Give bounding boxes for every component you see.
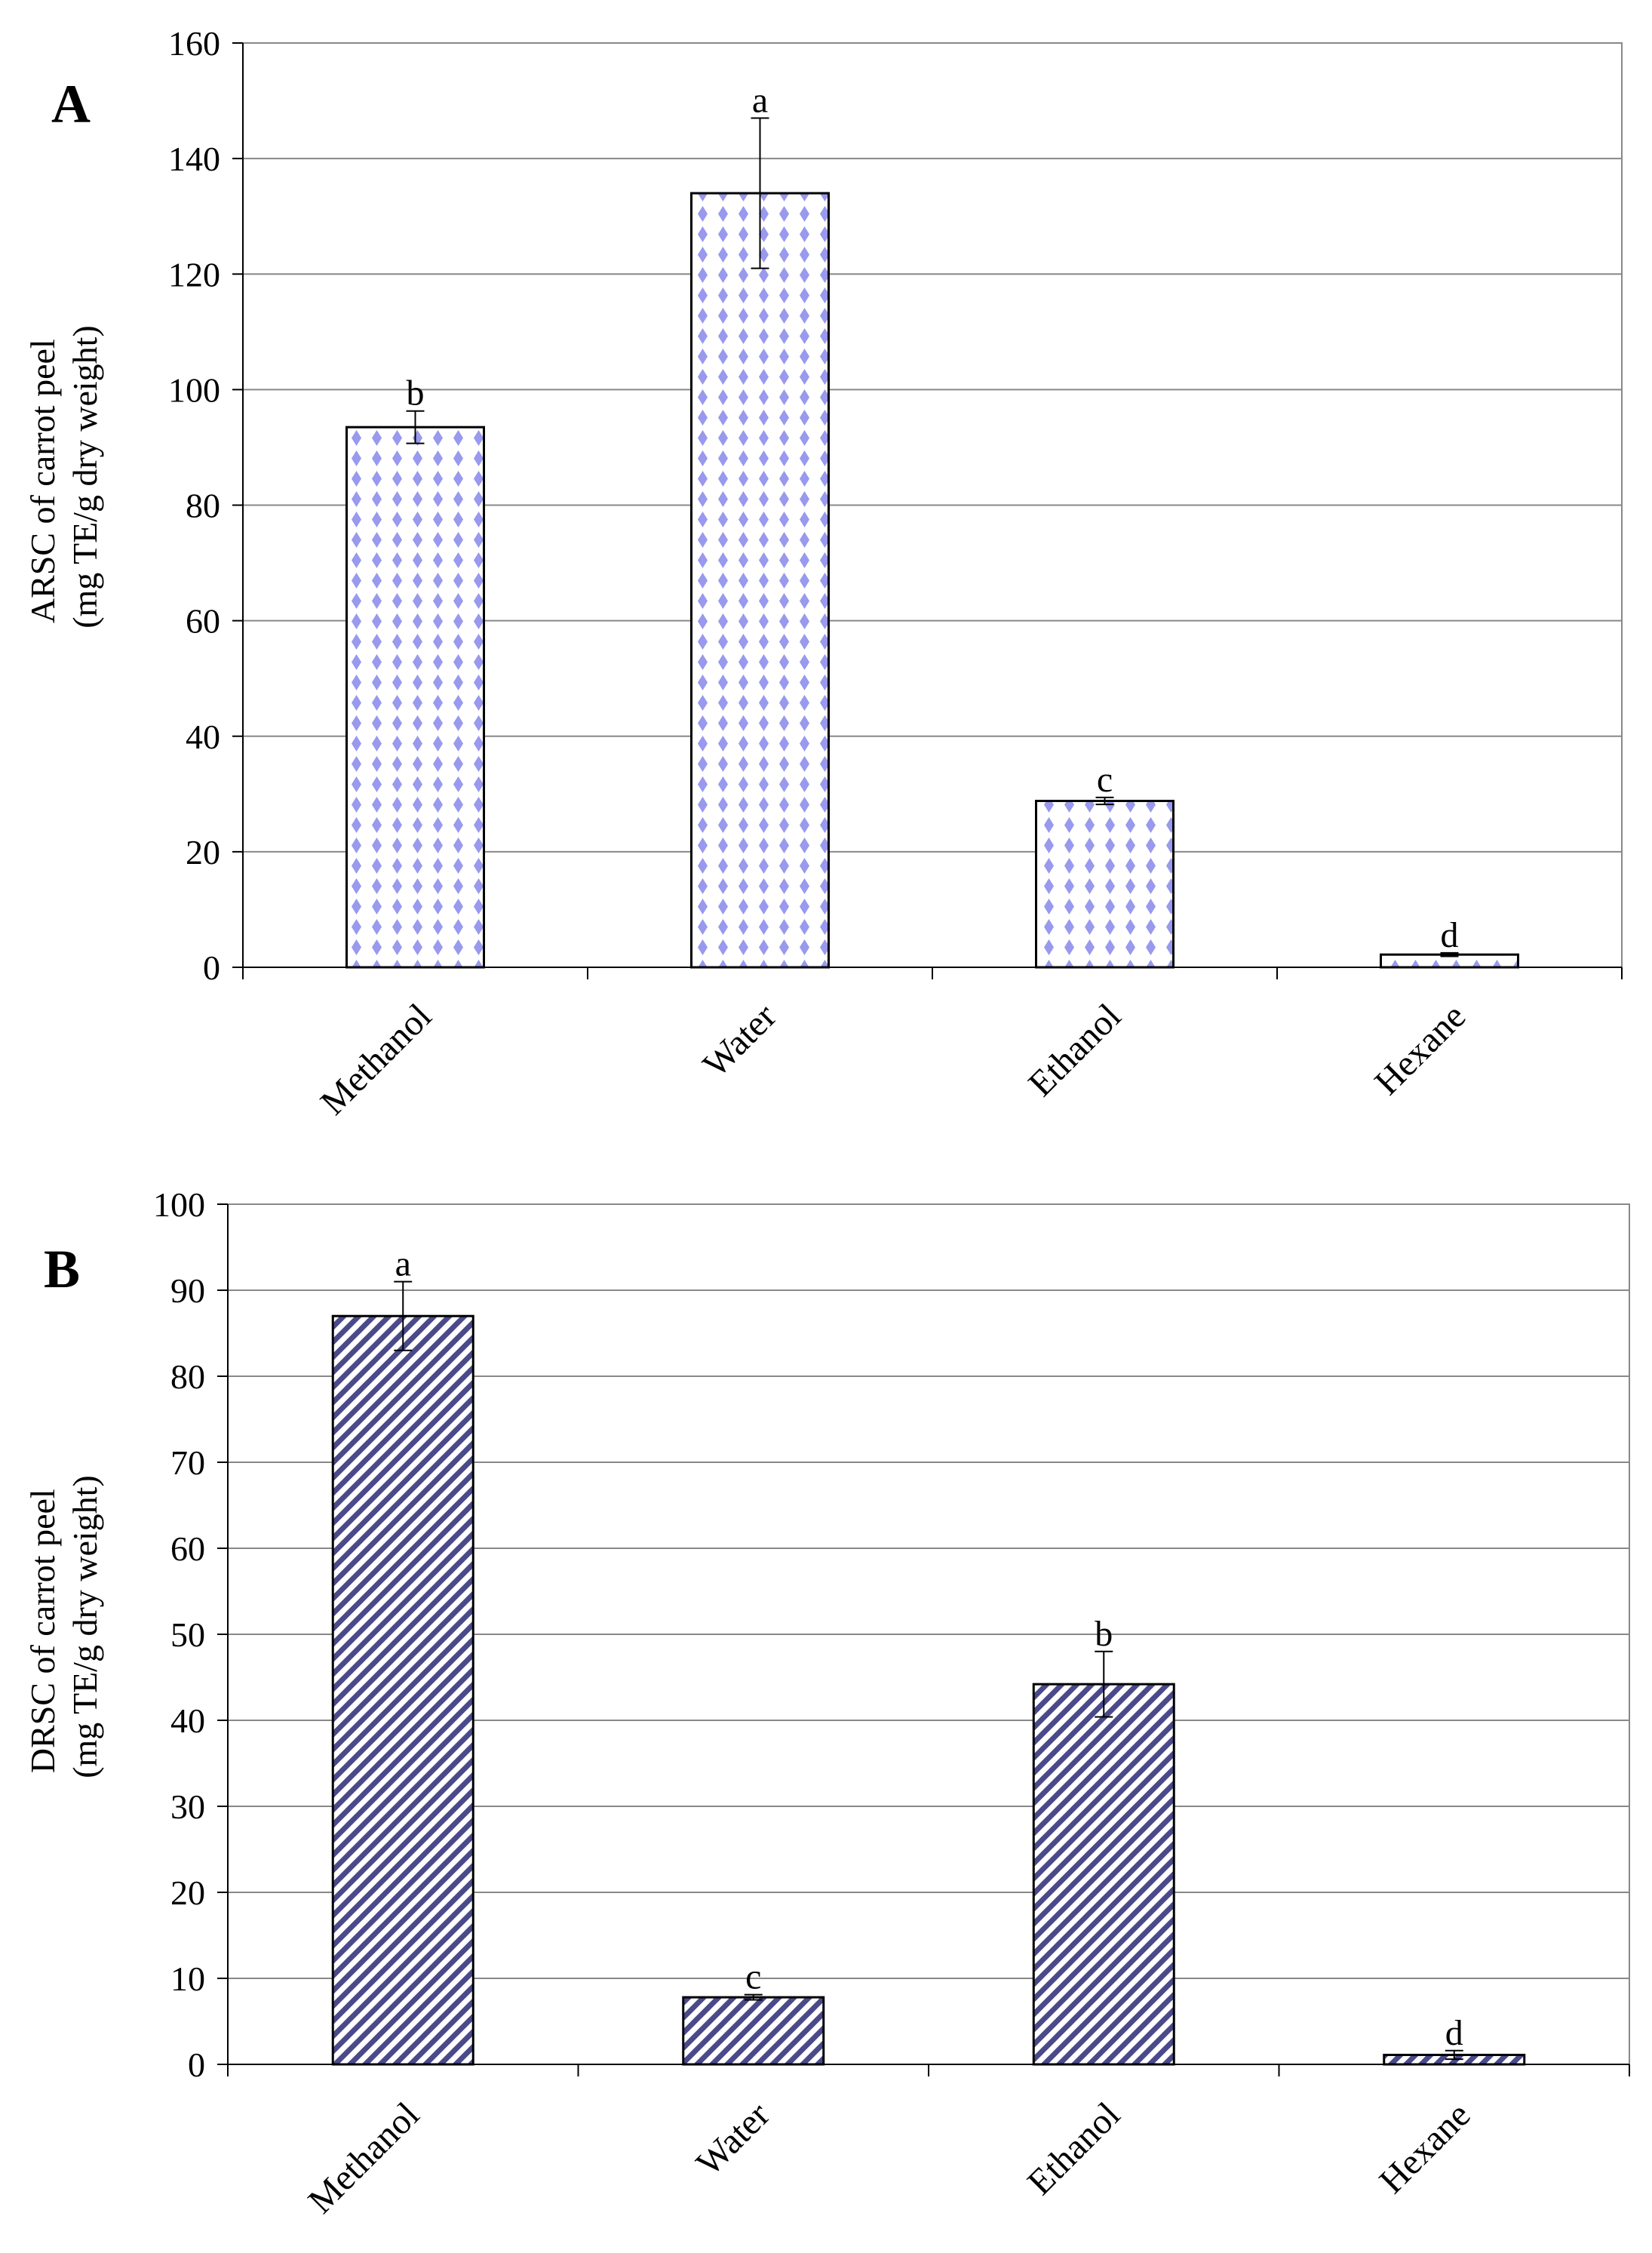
y-axis-label-a-line2: (mg TE/g dry weight) (66, 325, 104, 629)
category-label: Hexane (1371, 2095, 1478, 2201)
y-tick-label: 20 (186, 833, 220, 871)
bar (331, 1314, 474, 2066)
axes-a (232, 42, 1623, 979)
y-axis-label-a: ARSC of carrot peel (mg TE/g dry weight) (23, 325, 104, 629)
y-axis-label-b-line2: (mg TE/g dry weight) (66, 1475, 104, 1778)
y-tick-label: 90 (170, 1271, 205, 1310)
category-label: Ethanol (1020, 2095, 1128, 2202)
y-tick-label: 0 (188, 2046, 205, 2084)
y-tick-label: 80 (186, 487, 220, 525)
y-tick-label: 140 (168, 140, 220, 178)
bar (690, 192, 830, 969)
y-tick-label: 40 (170, 1701, 205, 1740)
y-tick-label: 40 (186, 718, 220, 756)
significance-label: a (395, 1244, 411, 1284)
panel-letter-a: A (51, 74, 91, 134)
significance-label: c (745, 1957, 761, 1997)
y-tick-label: 60 (170, 1529, 205, 1568)
significance-label: b (407, 373, 425, 413)
category-label: Methanol (313, 996, 440, 1123)
y-axis-label-b: DRSC of carrot peel (mg TE/g dry weight) (23, 1475, 104, 1778)
y-tick-label: 60 (186, 602, 220, 641)
y-tick-label: 70 (170, 1443, 205, 1482)
bar (682, 1996, 825, 2066)
significance-label: c (1097, 760, 1113, 800)
y-tick-label: 10 (170, 1959, 205, 1998)
y-tick-label: 50 (170, 1615, 205, 1654)
y-tick-label: 30 (170, 1787, 205, 1826)
axes-b (217, 1203, 1630, 2076)
category-label: Hexane (1367, 996, 1473, 1102)
y-tick-label: 160 (168, 24, 220, 63)
bar (1035, 800, 1175, 969)
y-tick-label: 100 (168, 370, 220, 409)
y-tick-label: 100 (153, 1185, 205, 1224)
y-tick-label: 80 (170, 1357, 205, 1396)
y-tick-label: 120 (168, 255, 220, 294)
significance-label: d (1441, 915, 1459, 955)
category-label: Water (695, 996, 785, 1085)
y-axis-label-a-line1: ARSC of carrot peel (23, 339, 62, 623)
chart-panel-a: A ARSC of carrot peel (mg TE/g dry weigh… (23, 24, 1623, 1123)
significance-label: a (752, 81, 768, 121)
category-label: Methanol (300, 2095, 427, 2221)
bar (1032, 1683, 1175, 2066)
bars-a (345, 117, 1519, 969)
chart-panel-b: B DRSC of carrot peel (mg TE/g dry weigh… (23, 1185, 1630, 2221)
panel-letter-b: B (44, 1239, 80, 1299)
bar (345, 426, 485, 969)
category-label: Water (689, 2095, 778, 2184)
category-label: Ethanol (1021, 996, 1128, 1104)
y-axis-label-b-line1: DRSC of carrot peel (23, 1489, 62, 1773)
significance-label: b (1095, 1614, 1113, 1654)
y-tick-label: 0 (203, 948, 220, 987)
significance-label: d (1445, 2013, 1463, 2053)
y-tick-label: 20 (170, 1873, 205, 1912)
bars-b (331, 1280, 1526, 2066)
